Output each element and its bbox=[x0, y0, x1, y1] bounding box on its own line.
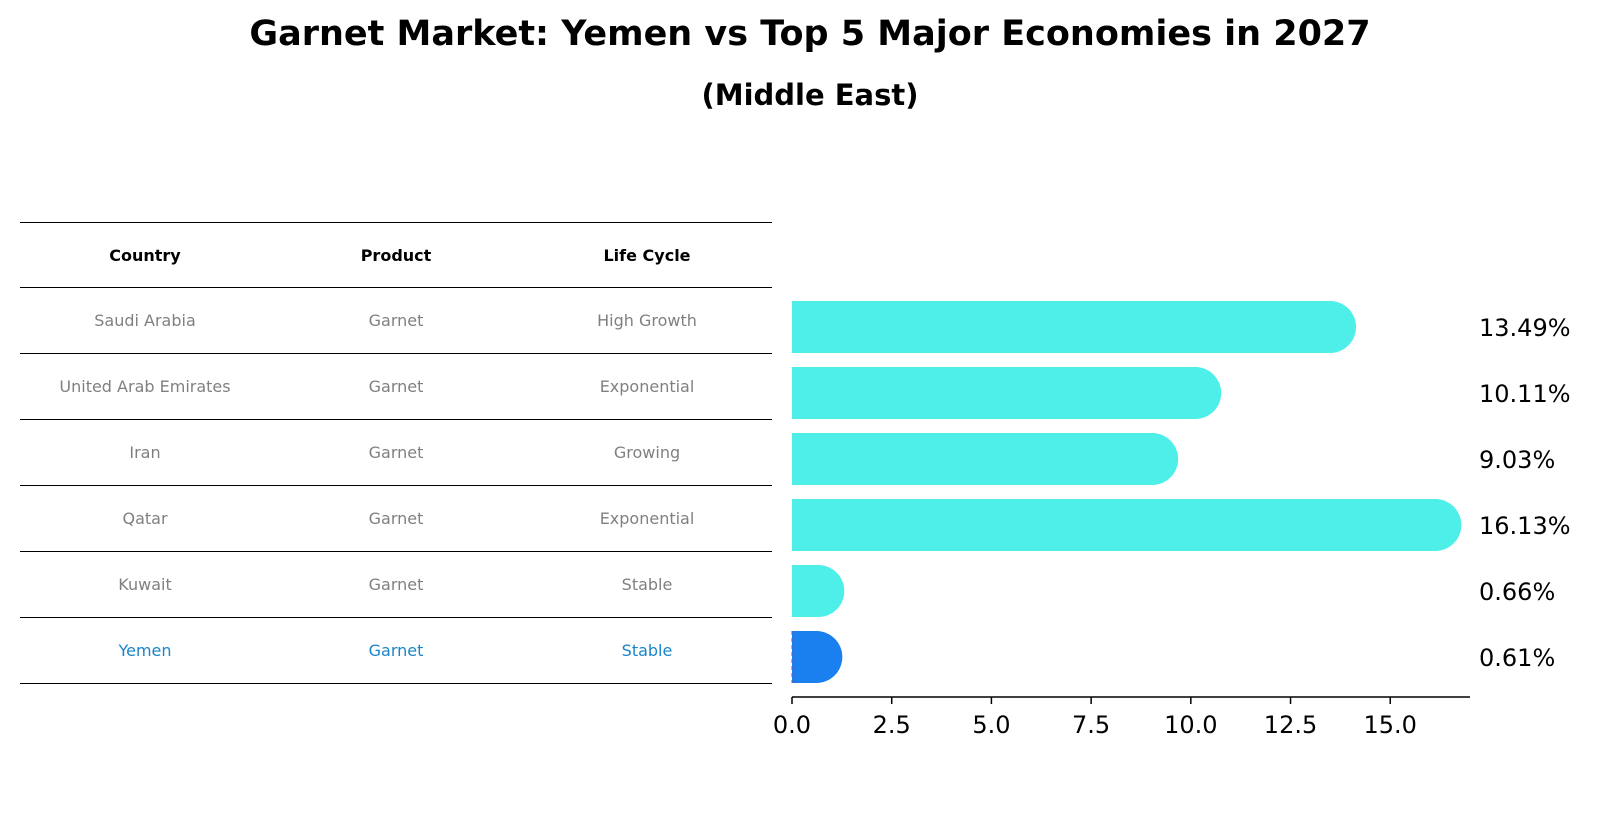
bar bbox=[792, 565, 845, 617]
cell-country: Iran bbox=[129, 443, 161, 462]
x-tick-label: 10.0 bbox=[1164, 711, 1217, 739]
bar bbox=[792, 301, 1357, 353]
data-label: 16.13% bbox=[1479, 512, 1571, 540]
data-table: Country Product Life Cycle Saudi Arabia … bbox=[20, 222, 772, 684]
x-tick-label: 0.0 bbox=[773, 711, 811, 739]
bar-highlighted bbox=[791, 631, 843, 683]
cell-life-cycle: Exponential bbox=[599, 509, 695, 528]
data-label: 0.66% bbox=[1479, 578, 1555, 606]
table-row: Saudi Arabia Garnet High Growth bbox=[20, 288, 772, 354]
chart-title: Garnet Market: Yemen vs Top 5 Major Econ… bbox=[249, 14, 1371, 54]
data-label: 13.49% bbox=[1479, 314, 1571, 342]
bar-shape bbox=[792, 499, 1462, 551]
table-row: Qatar Garnet Exponential bbox=[20, 486, 772, 552]
table-row: Iran Garnet Growing bbox=[20, 420, 772, 486]
cell-country: Saudi Arabia bbox=[94, 311, 196, 330]
x-tick-label: 12.5 bbox=[1264, 711, 1317, 739]
cell-country: United Arab Emirates bbox=[59, 377, 231, 396]
cell-country: Kuwait bbox=[118, 575, 172, 594]
header-life-cycle: Life Cycle bbox=[603, 245, 691, 265]
cell-product: Garnet bbox=[368, 641, 424, 660]
header-product: Product bbox=[360, 245, 432, 265]
bar bbox=[792, 499, 1462, 551]
table-row: Kuwait Garnet Stable bbox=[20, 552, 772, 618]
x-tick-label: 15.0 bbox=[1364, 711, 1417, 739]
bar-shape bbox=[792, 565, 845, 617]
cell-life-cycle: Stable bbox=[621, 641, 673, 660]
cell-life-cycle: High Growth bbox=[597, 311, 697, 330]
cell-product: Garnet bbox=[368, 575, 424, 594]
bar-shape bbox=[792, 367, 1222, 419]
x-tick-label: 7.5 bbox=[1072, 711, 1110, 739]
cell-product: Garnet bbox=[368, 443, 424, 462]
cell-life-cycle: Exponential bbox=[599, 377, 695, 396]
bar bbox=[792, 367, 1222, 419]
table-header-row: Country Product Life Cycle bbox=[20, 222, 772, 288]
bar bbox=[792, 433, 1179, 485]
cell-product: Garnet bbox=[368, 377, 424, 396]
chart-subtitle: (Middle East) bbox=[701, 78, 919, 112]
bar-shape bbox=[792, 631, 843, 683]
header-country: Country bbox=[109, 245, 181, 265]
data-label: 0.61% bbox=[1479, 644, 1555, 672]
cell-country: Yemen bbox=[118, 641, 172, 660]
x-tick-label: 2.5 bbox=[873, 711, 911, 739]
cell-product: Garnet bbox=[368, 311, 424, 330]
cell-product: Garnet bbox=[368, 509, 424, 528]
data-label: 10.11% bbox=[1479, 380, 1571, 408]
bar-shape bbox=[792, 301, 1357, 353]
bar-shape bbox=[792, 433, 1179, 485]
cell-life-cycle: Stable bbox=[621, 575, 673, 594]
table-row: United Arab Emirates Garnet Exponential bbox=[20, 354, 772, 420]
x-tick-label: 5.0 bbox=[972, 711, 1010, 739]
data-label: 9.03% bbox=[1479, 446, 1555, 474]
cell-life-cycle: Growing bbox=[613, 443, 681, 462]
cell-country: Qatar bbox=[122, 509, 168, 528]
table-row-highlighted: Yemen Garnet Stable bbox=[20, 618, 772, 684]
